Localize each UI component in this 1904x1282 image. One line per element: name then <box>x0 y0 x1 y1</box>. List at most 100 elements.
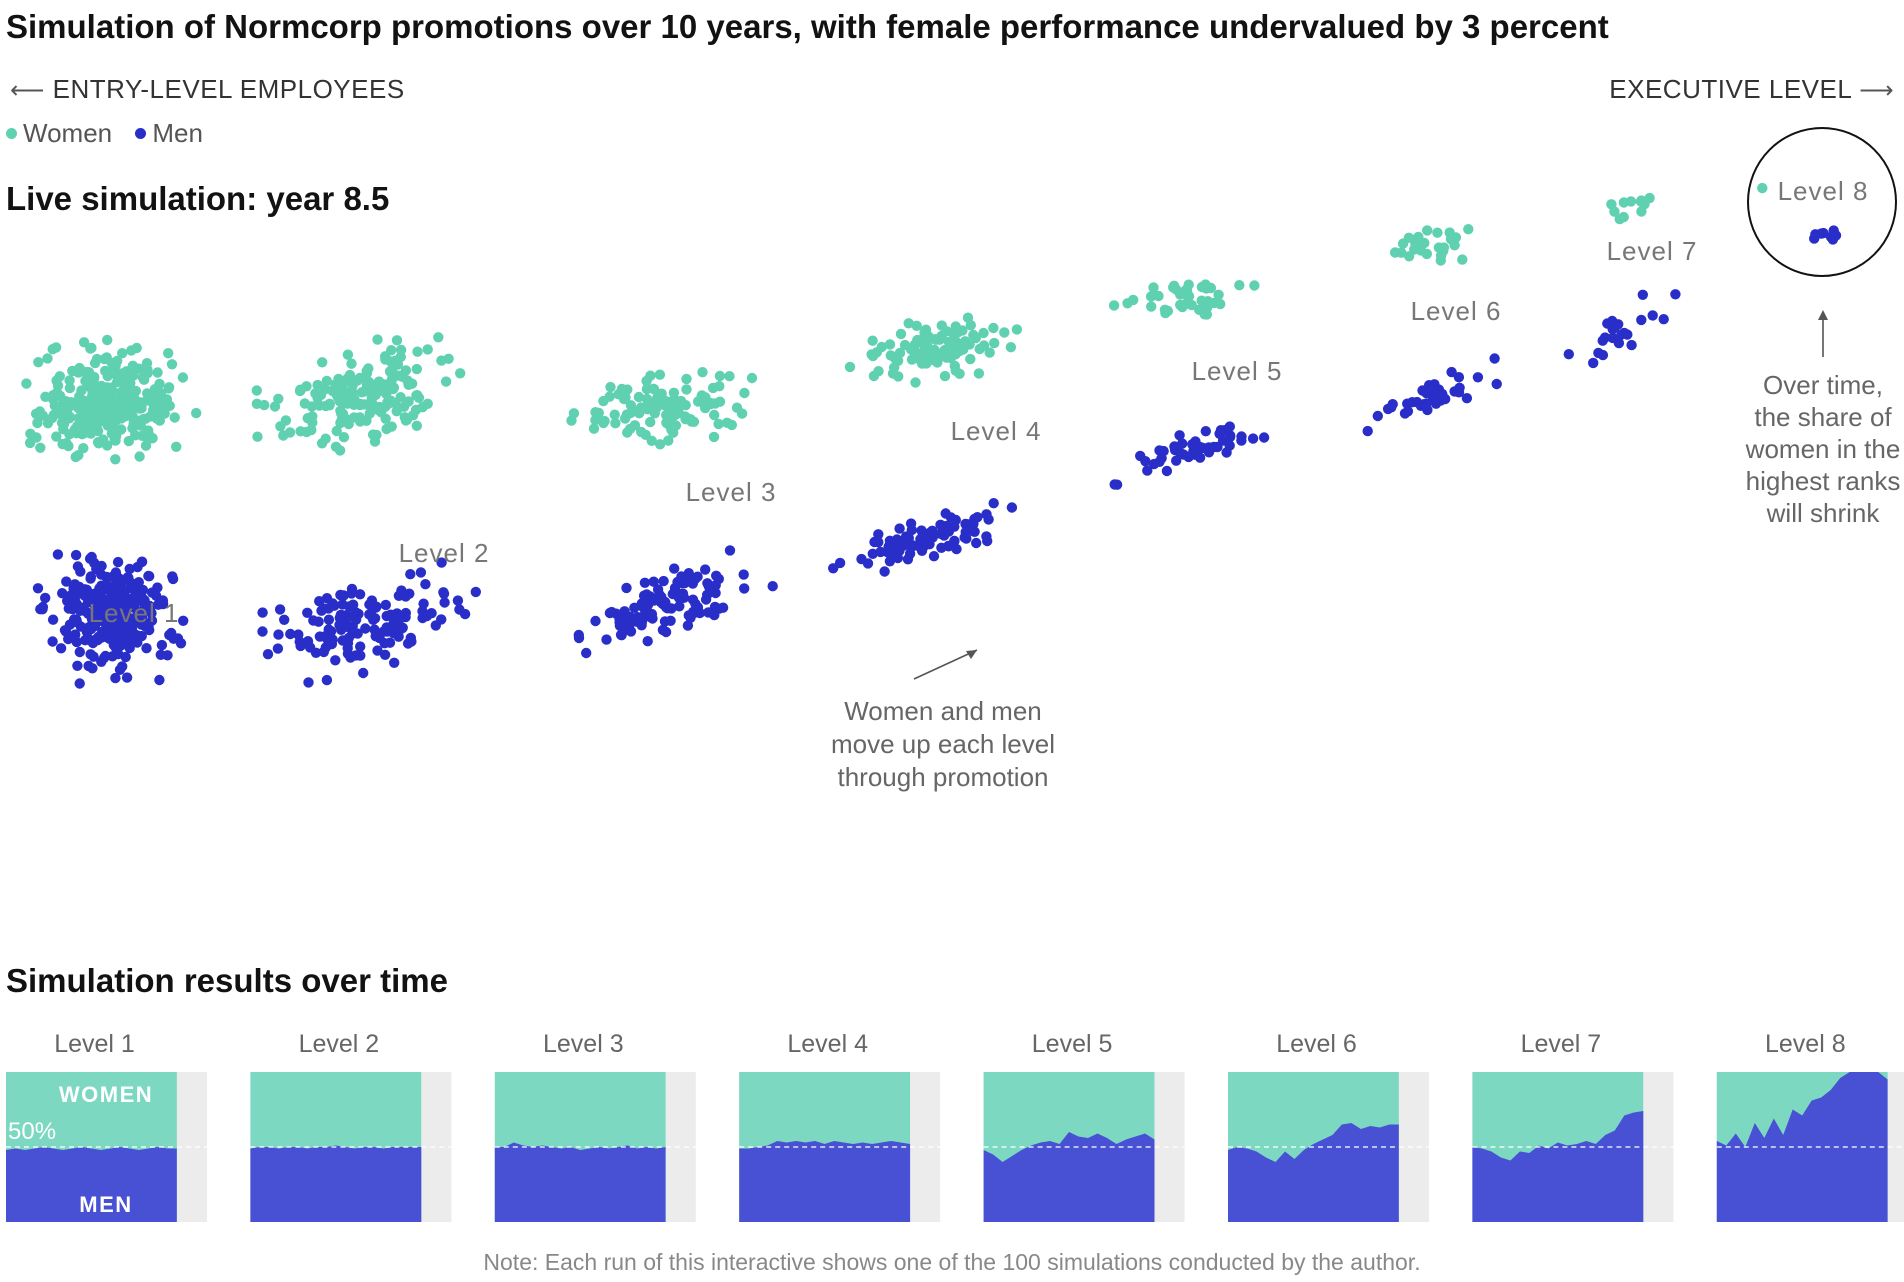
man-dot-level-7 <box>1636 314 1647 326</box>
woman-dot-level-1 <box>78 443 89 454</box>
woman-dot-level-1 <box>67 398 78 409</box>
man-dot-level-1 <box>87 663 98 674</box>
woman-dot-level-4 <box>895 328 907 340</box>
man-dot-level-2 <box>400 611 411 623</box>
woman-dot-level-3 <box>713 418 724 430</box>
man-dot-level-1 <box>119 611 130 622</box>
fifty-percent-label: 50% <box>8 1118 56 1145</box>
man-dot-level-1 <box>141 619 152 630</box>
woman-dot-level-3 <box>721 417 733 428</box>
women-area-label: WOMEN <box>59 1082 153 1107</box>
results-level-label-4: Level 4 <box>787 1030 868 1058</box>
woman-dot-level-1 <box>166 359 178 370</box>
man-dot-level-4 <box>869 536 880 548</box>
man-dot-level-2 <box>394 622 406 633</box>
woman-dot-level-1 <box>102 334 113 346</box>
woman-dot-level-3 <box>681 373 692 385</box>
woman-dot-level-2 <box>381 423 392 435</box>
results-level-label-5: Level 5 <box>1032 1030 1113 1058</box>
woman-dot-level-6 <box>1410 240 1422 251</box>
results-level-label-3: Level 3 <box>543 1030 624 1058</box>
woman-dot-level-2 <box>356 387 368 398</box>
men-area-2 <box>250 1145 422 1222</box>
results-small-multiples: Level 1 WOMEN MEN 50% Level 2 Level 3 Level 4 L… <box>6 1030 1904 1222</box>
woman-dot-level-1 <box>89 357 101 369</box>
man-dot-level-6 <box>1491 378 1502 390</box>
man-dot-level-4 <box>959 532 970 543</box>
man-dot-level-3 <box>702 578 713 589</box>
man-dot-level-3 <box>658 575 669 587</box>
woman-dot-level-2 <box>411 420 422 431</box>
woman-dot-level-4 <box>899 339 911 351</box>
woman-dot-level-2 <box>354 412 365 423</box>
woman-dot-level-4 <box>939 370 951 382</box>
woman-dot-level-4 <box>953 340 964 351</box>
man-dot-level-3 <box>738 569 749 580</box>
woman-dot-level-5 <box>1153 290 1164 302</box>
results-level-label-2: Level 2 <box>299 1030 380 1058</box>
woman-dot-level-3 <box>591 408 603 419</box>
man-dot-level-2 <box>355 641 366 652</box>
woman-dot-level-2 <box>363 363 374 374</box>
man-dot-level-1 <box>110 672 121 684</box>
man-dot-level-4 <box>900 531 912 542</box>
man-dot-level-6 <box>1449 386 1460 397</box>
woman-dot-level-2 <box>403 379 414 390</box>
woman-dot-level-1 <box>147 433 158 444</box>
woman-dot-level-3 <box>664 396 675 407</box>
woman-dot-level-1 <box>64 411 75 422</box>
woman-dot-level-2 <box>338 432 350 443</box>
man-dot-level-2 <box>303 677 314 688</box>
man-dot-level-3 <box>692 602 704 613</box>
man-dot-level-8 <box>1825 231 1837 243</box>
man-dot-level-2 <box>274 604 286 615</box>
man-dot-level-2 <box>323 614 335 625</box>
woman-dot-level-5 <box>1186 299 1198 311</box>
man-dot-level-3 <box>767 581 778 592</box>
man-dot-level-1 <box>47 636 58 647</box>
man-dot-level-3 <box>685 612 696 623</box>
man-dot-level-7 <box>1626 339 1637 351</box>
woman-dot-level-1 <box>152 367 163 378</box>
promotion-scatter-chart: Level 1 Level 2 Level 3 Level 4 Level 5 Level… <box>21 127 1900 792</box>
man-dot-level-1 <box>133 577 144 589</box>
woman-dot-level-1 <box>64 382 76 394</box>
man-dot-level-1 <box>96 560 107 572</box>
man-dot-level-3 <box>711 570 722 581</box>
woman-dot-level-2 <box>411 363 422 375</box>
man-dot-level-1 <box>40 592 51 604</box>
man-dot-level-2 <box>318 603 330 614</box>
woman-dot-level-2 <box>338 377 349 389</box>
man-dot-level-2 <box>364 599 375 610</box>
woman-dot-level-3 <box>622 427 633 438</box>
woman-dot-level-1 <box>143 425 154 436</box>
woman-dot-level-1 <box>124 404 136 416</box>
woman-dot-level-6 <box>1396 247 1407 258</box>
woman-dot-level-4 <box>943 336 955 348</box>
man-dot-level-2 <box>294 636 305 647</box>
man-dot-level-4 <box>873 529 884 540</box>
legend: Women Men <box>6 118 219 149</box>
man-dot-level-2 <box>402 638 414 649</box>
woman-dot-level-1 <box>169 412 180 423</box>
man-dot-level-3 <box>682 620 694 631</box>
woman-dot-level-2 <box>391 335 403 346</box>
woman-dot-level-3 <box>714 370 726 382</box>
man-dot-level-6 <box>1489 353 1500 364</box>
woman-dot-level-2 <box>314 400 325 411</box>
woman-dot-level-4 <box>924 354 935 366</box>
man-dot-level-1 <box>178 615 189 626</box>
woman-dot-level-2 <box>422 398 433 409</box>
woman-dot-level-2 <box>400 365 412 376</box>
man-dot-level-2 <box>417 606 428 617</box>
woman-dot-level-1 <box>171 441 182 452</box>
man-dot-level-1 <box>72 582 84 593</box>
woman-dot-level-4 <box>984 347 995 358</box>
woman-dot-level-1 <box>121 390 132 401</box>
woman-dot-level-3 <box>670 420 682 431</box>
man-dot-level-1 <box>112 556 124 568</box>
man-dot-level-4 <box>886 550 897 561</box>
woman-dot-level-1 <box>130 430 141 441</box>
woman-dot-level-6 <box>1421 248 1433 260</box>
man-dot-level-4 <box>894 523 905 534</box>
